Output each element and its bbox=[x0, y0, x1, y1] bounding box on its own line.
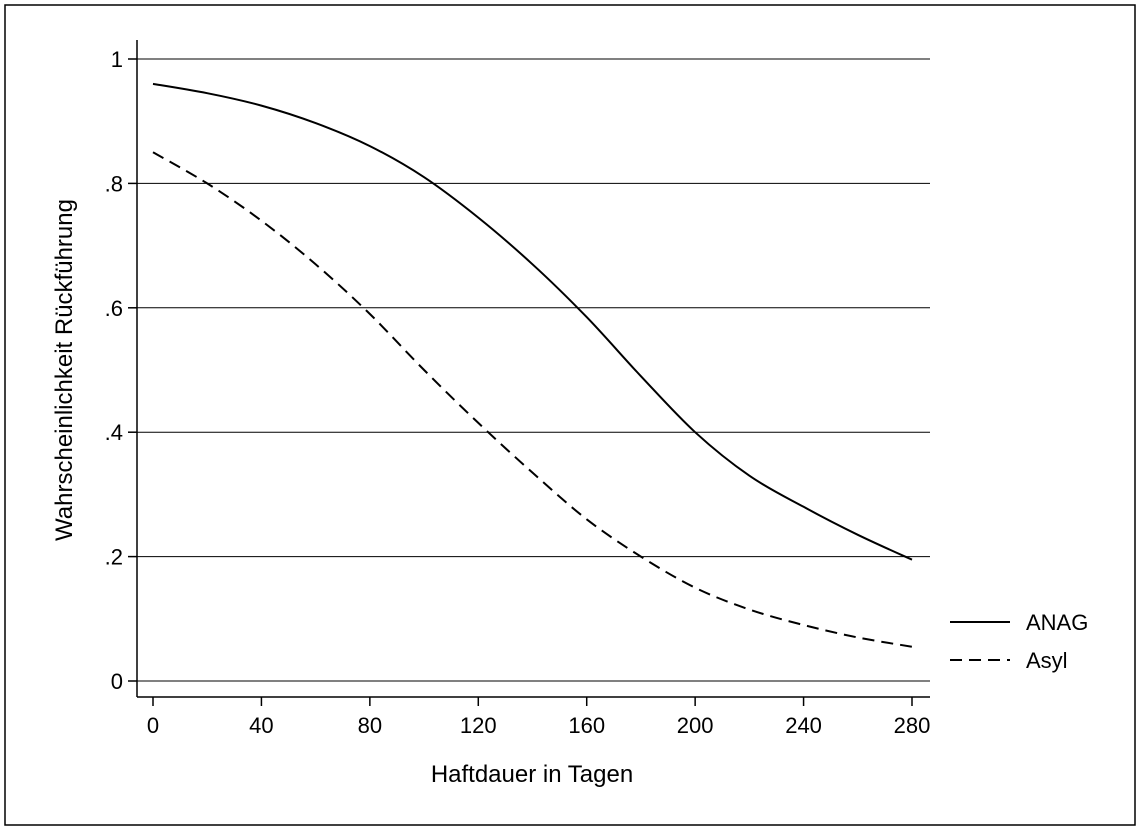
y-tick-label: 0 bbox=[111, 669, 123, 694]
series-line-asyl bbox=[152, 151, 913, 648]
x-tick-label: 160 bbox=[568, 713, 605, 738]
y-tick-label: .4 bbox=[105, 420, 123, 445]
y-tick-label: .6 bbox=[105, 296, 123, 321]
legend: ANAG Asyl bbox=[950, 610, 1088, 673]
series-lines bbox=[152, 82, 913, 648]
x-tick-label: 0 bbox=[147, 713, 159, 738]
x-tick-label: 120 bbox=[460, 713, 497, 738]
legend-label-anag: ANAG bbox=[1026, 610, 1088, 635]
y-tick-label: .2 bbox=[105, 545, 123, 570]
x-tick-label: 40 bbox=[249, 713, 273, 738]
series-line-anag bbox=[152, 82, 913, 561]
y-axis-label: Wahrscheinlichkeit Rückführung bbox=[51, 199, 78, 541]
y-tick-label: .8 bbox=[105, 171, 123, 196]
x-tick-label: 200 bbox=[677, 713, 714, 738]
x-tick-label: 80 bbox=[358, 713, 382, 738]
y-tick-label: 1 bbox=[111, 47, 123, 72]
legend-label-asyl: Asyl bbox=[1026, 648, 1068, 673]
x-axis-label: Haftdauer in Tagen bbox=[431, 761, 633, 788]
axes: 0 .2 .4 .6 .8 1 0 40 80 120 160 200 240 280 bbox=[105, 40, 931, 738]
x-tick-label: 240 bbox=[785, 713, 822, 738]
chart-border bbox=[4, 4, 1136, 826]
gridlines bbox=[137, 58, 930, 682]
x-tick-label: 280 bbox=[894, 713, 931, 738]
